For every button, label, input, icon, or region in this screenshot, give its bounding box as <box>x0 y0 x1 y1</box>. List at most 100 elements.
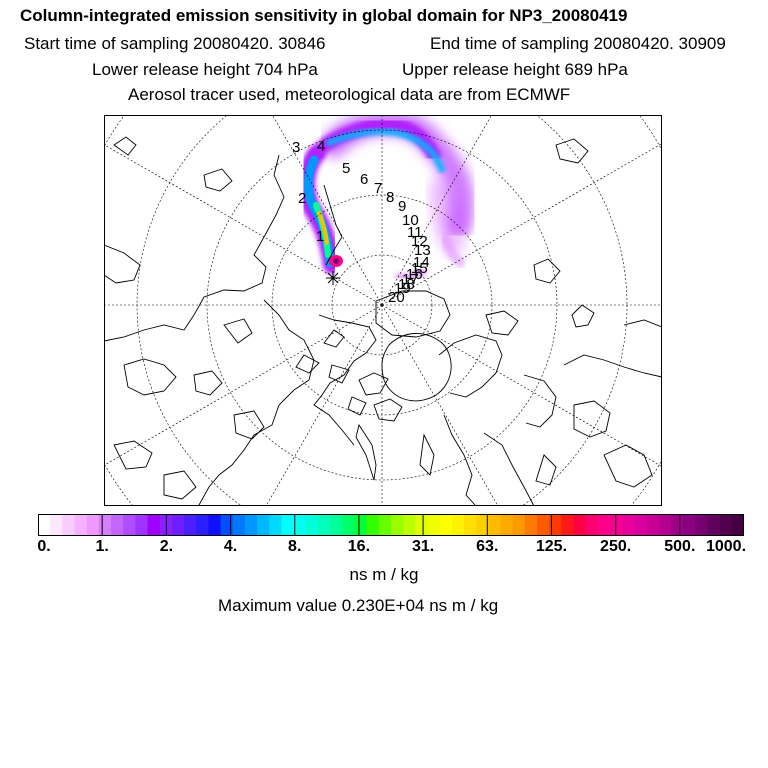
colorbar-cell <box>135 514 149 536</box>
colorbar-cell <box>86 514 100 536</box>
emission-sensitivity-plume <box>297 115 475 282</box>
colorbar-cell <box>111 514 124 536</box>
trajectory-label: 4 <box>317 138 325 155</box>
colorbar-cell <box>147 514 161 536</box>
colorbar-cell <box>281 514 295 536</box>
colorbar-cell <box>695 514 709 536</box>
colorbar-cell <box>537 514 550 536</box>
end-time-label: End time of sampling 20080420. 30909 <box>430 34 726 53</box>
colorbar-cell <box>244 514 258 536</box>
colorbar-tick-label: 4. <box>223 538 238 555</box>
colorbar-cell <box>354 514 368 536</box>
colorbar-cell <box>622 514 636 536</box>
colorbar-tick-label: 125. <box>535 538 568 555</box>
colorbar-tick-label: 31. <box>411 538 435 555</box>
trajectory-label: 5 <box>342 160 350 177</box>
colorbar-cell <box>573 514 587 536</box>
colorbar-cell <box>232 514 246 536</box>
colorbar-tick-label: 8. <box>288 538 302 555</box>
colorbar-cell <box>50 514 63 536</box>
colorbar-tick-label: 500. <box>664 538 696 555</box>
colorbar-cell <box>38 514 51 536</box>
colorbar-cell <box>220 514 234 536</box>
colorbar-cell <box>512 514 526 536</box>
colorbar-tick-label: 1000. <box>705 538 747 555</box>
trajectory-label: 11 <box>407 224 423 241</box>
colorbar-tick-label: 63. <box>476 538 499 555</box>
trajectory-label: 13 <box>414 242 431 259</box>
colorbar-tick-label: 2. <box>159 538 174 555</box>
colorbar-cell <box>305 514 319 536</box>
colorbar-tick-labels: 0. 1. 2. 4. 8. 16. 31. 63. 125. 250. 500. 1000. <box>0 538 768 560</box>
trajectory-label: 18 <box>398 276 415 293</box>
trajectory-label: 2 <box>298 190 306 207</box>
colorbar-cell <box>524 514 538 536</box>
colorbar-cell <box>378 514 392 536</box>
colorbar-cell <box>415 514 429 536</box>
colorbar-cell <box>342 514 356 536</box>
colorbar-cell <box>62 514 76 536</box>
trajectory-label: 1 <box>316 228 324 245</box>
colorbar-cell <box>257 514 270 536</box>
colorbar-cell <box>634 514 648 536</box>
colorbar-cell <box>683 514 696 536</box>
trajectory-labels: 1 2 3 4 5 6 7 8 9 10 11 12 13 14 15 16 1… <box>292 138 431 306</box>
trajectory-label: 9 <box>398 198 406 215</box>
colorbar-cell <box>74 514 88 536</box>
trajectory-label: 7 <box>374 180 382 197</box>
trajectory-label: 12 <box>411 233 428 250</box>
colorbar-tick-label: 1. <box>95 538 109 555</box>
colorbar-cell <box>646 514 660 536</box>
colorbar-cell <box>561 514 575 536</box>
colorbar-cell <box>403 514 416 536</box>
trajectory-label: 17 <box>402 271 419 288</box>
colorbar-cell <box>427 514 441 536</box>
trajectory-label: 10 <box>402 212 419 229</box>
colorbar-cell <box>597 514 611 536</box>
trajectory-label: 19 <box>394 280 411 297</box>
trajectory-label: 20 <box>388 289 405 306</box>
colorbar-cell <box>184 514 197 536</box>
colorbar-cell <box>208 514 222 536</box>
plot-title: Column-integrated emission sensitivity i… <box>20 6 628 25</box>
colorbar-cell <box>549 514 563 536</box>
start-time-label: Start time of sampling 20080420. 30846 <box>24 34 326 53</box>
colorbar-cell <box>707 514 721 536</box>
colorbar-tick-label: 16. <box>347 538 371 555</box>
colorbar-cell <box>719 514 733 536</box>
colorbar-cell <box>488 514 502 536</box>
trajectory-label: 14 <box>413 254 430 271</box>
colorbar-cell <box>670 514 684 536</box>
colorbar-cell <box>391 514 404 536</box>
colorbar-cell <box>98 514 112 536</box>
colorbar-cell <box>658 514 672 536</box>
colorbar-tick-label: 0. <box>37 538 51 555</box>
graticule <box>104 115 662 506</box>
colorbar-cell <box>451 514 465 536</box>
trajectory-label: 8 <box>386 189 394 206</box>
colorbar-cell <box>476 514 489 536</box>
maximum-value-label: Maximum value 0.230E+04 ns m / kg <box>218 596 499 615</box>
colorbar-cell <box>196 514 210 536</box>
colorbar-cell <box>500 514 514 536</box>
sampling-times: Start time of sampling 20080420. 30846 E… <box>24 34 768 54</box>
colorbar-cell <box>123 514 136 536</box>
colorbar-cell <box>171 514 185 536</box>
colorbar-cell <box>464 514 477 536</box>
colorbar-cell <box>366 514 380 536</box>
trajectory-label: 16 <box>406 266 423 283</box>
colorbar-cell <box>731 514 744 536</box>
upper-height-label: Upper release height 689 hPa <box>402 60 628 79</box>
tracer-info: Aerosol tracer used, meteorological data… <box>128 85 571 104</box>
release-heights: Lower release height 704 hPa Upper relea… <box>92 60 768 80</box>
trajectory-label: 15 <box>411 260 428 277</box>
colorbar-cell <box>269 514 283 536</box>
colorbar-tick-label: 250. <box>600 538 632 555</box>
colorbar-cell <box>330 514 343 536</box>
polar-map: 1 2 3 4 5 6 7 8 9 10 11 12 13 14 15 16 1… <box>104 115 662 506</box>
coastlines <box>104 136 662 506</box>
colorbar-cell <box>293 514 307 536</box>
colorbar-cell <box>585 514 599 536</box>
colorbar-cell <box>439 514 453 536</box>
colorbar-units: ns m / kg <box>349 565 419 584</box>
